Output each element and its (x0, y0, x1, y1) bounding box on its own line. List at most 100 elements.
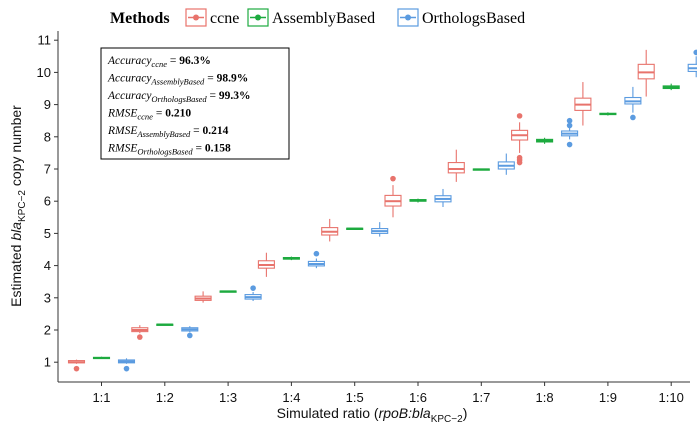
stat-value: 98.9% (217, 73, 249, 85)
stat-subscript: AssemblyBased (136, 129, 191, 139)
legend-item-assemblybased: AssemblyBased (247, 8, 375, 27)
legend-key-dot-assemblybased (255, 14, 261, 21)
outlier-point (693, 49, 697, 56)
stat-line: Accuracyccne = 96.3% (107, 55, 211, 69)
outlier-point (566, 141, 573, 148)
stat-line: RMSEccne = 0.210 (107, 108, 191, 122)
box-ccne-1:9 (574, 82, 592, 126)
x-axis-title: Simulated ratio (rpoB:blaKPC−2) (277, 405, 468, 425)
y-tick-label: 11 (38, 33, 52, 48)
box-orthologsbased-1:1 (117, 358, 136, 372)
x-tick-label: 1:5 (346, 390, 364, 405)
x-tick-label: 1:10 (659, 390, 684, 405)
box-ccne-1:1 (67, 359, 86, 372)
y-tick-label: 2 (44, 323, 51, 338)
series-assemblybased (92, 83, 680, 360)
y-tick-label: 8 (44, 129, 51, 144)
series-orthologsbased (117, 49, 697, 372)
stat-value: 0.214 (203, 125, 229, 137)
y-axis-title-prefix: Estimated (8, 241, 24, 307)
legend-key-dot-ccne (193, 14, 199, 21)
outlier-point (566, 117, 573, 124)
y-tick-label: 7 (44, 162, 51, 177)
x-tick-label: 1:1 (92, 390, 110, 405)
y-tick-label: 1 (44, 355, 51, 370)
box-series (67, 49, 697, 372)
stat-line: RMSEOrthologsBased = 0.158 (107, 143, 231, 157)
box-ccne-1:7 (447, 149, 465, 182)
x-axis-title-gene1: rpoB (379, 405, 409, 421)
box-assemblybased-1:9 (599, 112, 617, 116)
outlier-point (123, 365, 130, 372)
box-orthologsbased-1:2 (181, 326, 199, 339)
box-assemblybased-1:10 (662, 83, 680, 91)
box-assemblybased-1:7 (472, 168, 490, 171)
y-axis-ticks: 1 2 3 4 5 6 7 8 9 10 11 (37, 33, 58, 370)
x-axis-ticks: 1:1 1:2 1:3 1:4 1:5 1:6 1:7 1:8 1:9 1:10 (92, 382, 684, 405)
y-tick-label: 5 (44, 226, 51, 241)
x-tick-label: 1:8 (536, 390, 554, 405)
stat-subscript: ccne (137, 112, 153, 122)
y-tick-label: 4 (44, 258, 51, 273)
stat-equals: = (167, 55, 179, 67)
stats-annotation-box (100, 47, 290, 160)
stat-equals: = (193, 143, 205, 155)
stat-value: 0.158 (205, 143, 231, 155)
stat-label: Accuracy (107, 73, 152, 85)
legend-item-ccne: ccne (185, 8, 239, 27)
box-ccne-1:6 (384, 175, 402, 218)
box-assemblybased-1:5 (346, 227, 364, 230)
box-orthologsbased-1:9 (624, 86, 642, 121)
box-assemblybased-1:4 (282, 256, 300, 261)
outlier-point (516, 113, 523, 119)
stat-line: AccuracyOrthologsBased = 99.3% (107, 90, 251, 104)
outlier-point (187, 332, 193, 339)
y-axis-title-suffix: copy number (8, 105, 24, 190)
outlier-point (137, 334, 143, 340)
box-assemblybased-1:2 (156, 323, 174, 326)
x-tick-label: 1:4 (282, 390, 300, 405)
stat-label: RMSE (107, 108, 137, 120)
legend-item-orthologsbased: OrthologsBased (397, 8, 525, 27)
stat-equals: = (153, 108, 165, 120)
stat-value: 99.3% (219, 90, 251, 102)
box-orthologsbased-1:6 (434, 188, 452, 207)
outlier-point (73, 365, 80, 372)
stat-subscript: OrthologsBased (137, 147, 193, 157)
outlier-point (250, 285, 256, 291)
stat-label: Accuracy (107, 55, 152, 67)
box-assemblybased-1:1 (92, 356, 111, 360)
stats-annotation-lines: Accuracyccne = 96.3%AccuracyAssemblyBase… (107, 55, 251, 157)
legend: Methods ccne AssemblyBased OrthologsBase… (110, 8, 525, 27)
x-tick-label: 1:7 (472, 390, 490, 405)
outlier-point (313, 250, 320, 257)
legend-key-dot-orthologsbased (405, 14, 411, 21)
box-assemblybased-1:3 (219, 290, 237, 293)
box-assemblybased-1:8 (536, 137, 554, 144)
outlier-point (390, 175, 396, 182)
stat-label: Accuracy (107, 90, 152, 102)
x-axis-title-gene2: bla (412, 405, 431, 421)
legend-title: Methods (110, 10, 170, 27)
legend-label-ccne: ccne (210, 10, 239, 27)
y-axis-title: Estimated blaKPC−2 copy number (8, 105, 28, 307)
box-assemblybased-1:6 (409, 198, 427, 203)
box-ccne-1:5 (321, 218, 339, 242)
box-orthologsbased-1:10 (687, 49, 697, 78)
box-orthologsbased-1:7 (497, 153, 515, 175)
stat-label: RMSE (107, 125, 137, 137)
y-tick-label: 10 (37, 65, 51, 80)
stat-subscript: AssemblyBased (150, 77, 205, 87)
box-ccne-1:2 (131, 325, 149, 340)
stat-subscript: ccne (151, 59, 167, 69)
stat-line: RMSEAssemblyBased = 0.214 (107, 125, 229, 139)
y-axis-title-sub: KPC−2 (17, 190, 28, 222)
box-ccne-1:4 (257, 252, 275, 277)
legend-label-assemblybased: AssemblyBased (272, 10, 375, 27)
series-ccne (67, 49, 655, 372)
outlier-point (516, 159, 523, 166)
y-tick-label: 3 (44, 290, 51, 305)
box-ccne-1:3 (194, 291, 212, 303)
stat-value: 0.210 (165, 108, 191, 120)
